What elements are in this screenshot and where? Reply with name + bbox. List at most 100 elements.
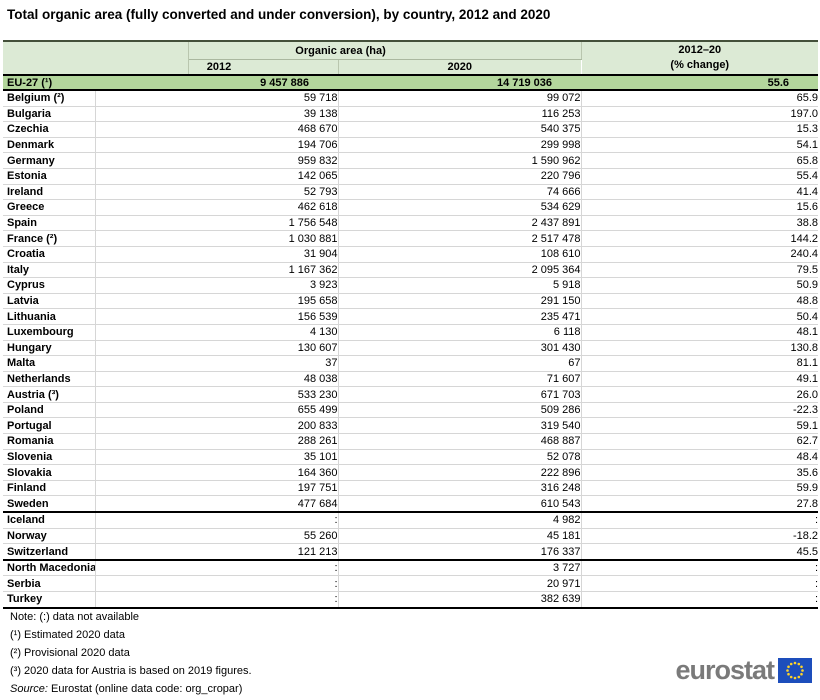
header-row-years: 2012 2020 — [3, 59, 818, 75]
value-2012-cell: 39 138 — [95, 106, 338, 123]
table-row: Estonia 142 065 220 796 55.4 — [3, 168, 819, 185]
value-2020-cell: 220 796 — [337, 168, 582, 185]
country-cell: Finland — [3, 480, 96, 497]
change-cell: 15.6 — [580, 199, 819, 216]
country-cell: Croatia — [3, 246, 96, 263]
value-2020-cell: 108 610 — [337, 246, 582, 263]
header-change: 2012–20 (% change) — [581, 41, 819, 75]
table-body: Belgium (²) 59 718 99 072 65.9 Bulgaria … — [3, 90, 819, 608]
change-cell: 130.8 — [580, 340, 819, 357]
country-cell: Slovakia — [3, 464, 96, 481]
value-2020-cell: 319 540 — [337, 417, 582, 435]
country-cell: Sweden — [3, 495, 96, 513]
country-cell: Luxembourg — [3, 324, 96, 341]
country-cell: Ireland — [3, 184, 96, 201]
change-cell: 50.9 — [580, 277, 819, 294]
value-2012-cell: 37 — [95, 355, 338, 372]
country-cell: North Macedonia — [3, 559, 96, 577]
eu-flag-icon — [778, 657, 812, 683]
table-row: Czechia 468 670 540 375 15.3 — [3, 121, 819, 138]
change-cell: 55.4 — [580, 168, 819, 185]
change-cell: 65.8 — [580, 152, 819, 169]
value-2020-cell: 509 286 — [337, 402, 582, 419]
change-cell: 45.5 — [580, 543, 819, 560]
eurostat-logo: eurostat — [675, 655, 812, 685]
header-2012: 2012 — [188, 59, 338, 75]
table-row: Iceland : 4 982 : — [3, 512, 819, 529]
value-2012-cell: 959 832 — [95, 152, 338, 169]
value-2020-cell: 671 703 — [337, 386, 582, 403]
value-2020-cell: 468 887 — [337, 433, 582, 450]
change-cell: 26.0 — [580, 386, 819, 403]
change-cell: : — [580, 559, 819, 577]
country-cell: Czechia — [3, 121, 96, 138]
table-row: Latvia 195 658 291 150 48.8 — [3, 293, 819, 310]
value-2020-cell: 2 517 478 — [337, 230, 582, 247]
value-2012-cell: 195 658 — [95, 293, 338, 310]
table-row: Malta 37 67 81.1 — [3, 355, 819, 372]
organic-area-table: Organic area (ha) 2012–20 (% change) 201… — [3, 40, 819, 609]
footnote-1: (¹) Estimated 2020 data — [10, 629, 125, 641]
value-2012-cell: 200 833 — [95, 417, 338, 435]
note-availability: Note: (:) data not available — [10, 611, 140, 623]
value-2012-cell: : — [95, 512, 338, 529]
eu27-row: EU-27 (¹) 9 457 886 14 719 036 55.6 — [3, 75, 819, 90]
value-2012-cell: : — [95, 575, 338, 592]
value-2012-cell: 55 260 — [95, 528, 338, 545]
value-2020-cell: 382 639 — [337, 591, 582, 608]
table-row: Italy 1 167 362 2 095 364 79.5 — [3, 262, 819, 279]
value-2020-cell: 4 982 — [337, 512, 582, 529]
change-cell: 38.8 — [580, 215, 819, 232]
country-cell: Austria (³) — [3, 386, 96, 403]
table-row: North Macedonia : 3 727 : — [3, 559, 819, 577]
change-cell: 240.4 — [580, 246, 819, 263]
country-cell: Estonia — [3, 168, 96, 185]
table-row: Luxembourg 4 130 6 118 48.1 — [3, 324, 819, 341]
table-row: France (²) 1 030 881 2 517 478 144.2 — [3, 230, 819, 247]
change-cell: 50.4 — [580, 308, 819, 325]
country-cell: Cyprus — [3, 277, 96, 294]
source-label: Source: — [10, 683, 48, 695]
change-cell: 197.0 — [580, 106, 819, 123]
change-cell: 49.1 — [580, 371, 819, 388]
value-2012-cell: 164 360 — [95, 464, 338, 481]
table-row: Croatia 31 904 108 610 240.4 — [3, 246, 819, 263]
change-cell: 54.1 — [580, 137, 819, 154]
value-2020-cell: 67 — [337, 355, 582, 372]
change-cell: 35.6 — [580, 464, 819, 481]
change-cell: 15.3 — [580, 121, 819, 138]
header-organic-area: Organic area (ha) — [188, 41, 582, 60]
table-row: Bulgaria 39 138 116 253 197.0 — [3, 106, 819, 123]
value-2020-cell: 235 471 — [337, 308, 582, 325]
country-cell: Slovenia — [3, 449, 96, 466]
value-2020-cell: 316 248 — [337, 480, 582, 497]
change-cell: -18.2 — [580, 528, 819, 545]
change-cell: 48.4 — [580, 449, 819, 466]
change-cell: 48.1 — [580, 324, 819, 341]
header-country-blank — [3, 41, 189, 75]
country-cell: Serbia — [3, 575, 96, 592]
country-cell: Spain — [3, 215, 96, 232]
value-2012-cell: 468 670 — [95, 121, 338, 138]
value-2020-cell: 291 150 — [337, 293, 582, 310]
change-cell: -22.3 — [580, 402, 819, 419]
value-2020-cell: 540 375 — [337, 121, 582, 138]
value-2020-cell: 14 719 036 — [338, 75, 582, 90]
table-row: Lithuania 156 539 235 471 50.4 — [3, 308, 819, 325]
value-2012-cell: 9 457 886 — [188, 75, 338, 90]
source-text: Eurostat (online data code: org_cropar) — [50, 683, 243, 695]
country-cell: Italy — [3, 262, 96, 279]
value-2020-cell: 52 078 — [337, 449, 582, 466]
country-cell: Romania — [3, 433, 96, 450]
table-row: Austria (³) 533 230 671 703 26.0 — [3, 386, 819, 403]
value-2012-cell: 197 751 — [95, 480, 338, 497]
change-cell: 27.8 — [580, 495, 819, 513]
value-2020-cell: 1 590 962 — [337, 152, 582, 169]
value-2012-cell: 3 923 — [95, 277, 338, 294]
value-2020-cell: 3 727 — [337, 559, 582, 577]
value-2020-cell: 6 118 — [337, 324, 582, 341]
country-cell: Hungary — [3, 340, 96, 357]
table-row: Turkey : 382 639 : — [3, 591, 819, 608]
country-cell: Switzerland — [3, 543, 96, 560]
value-2020-cell: 301 430 — [337, 340, 582, 357]
